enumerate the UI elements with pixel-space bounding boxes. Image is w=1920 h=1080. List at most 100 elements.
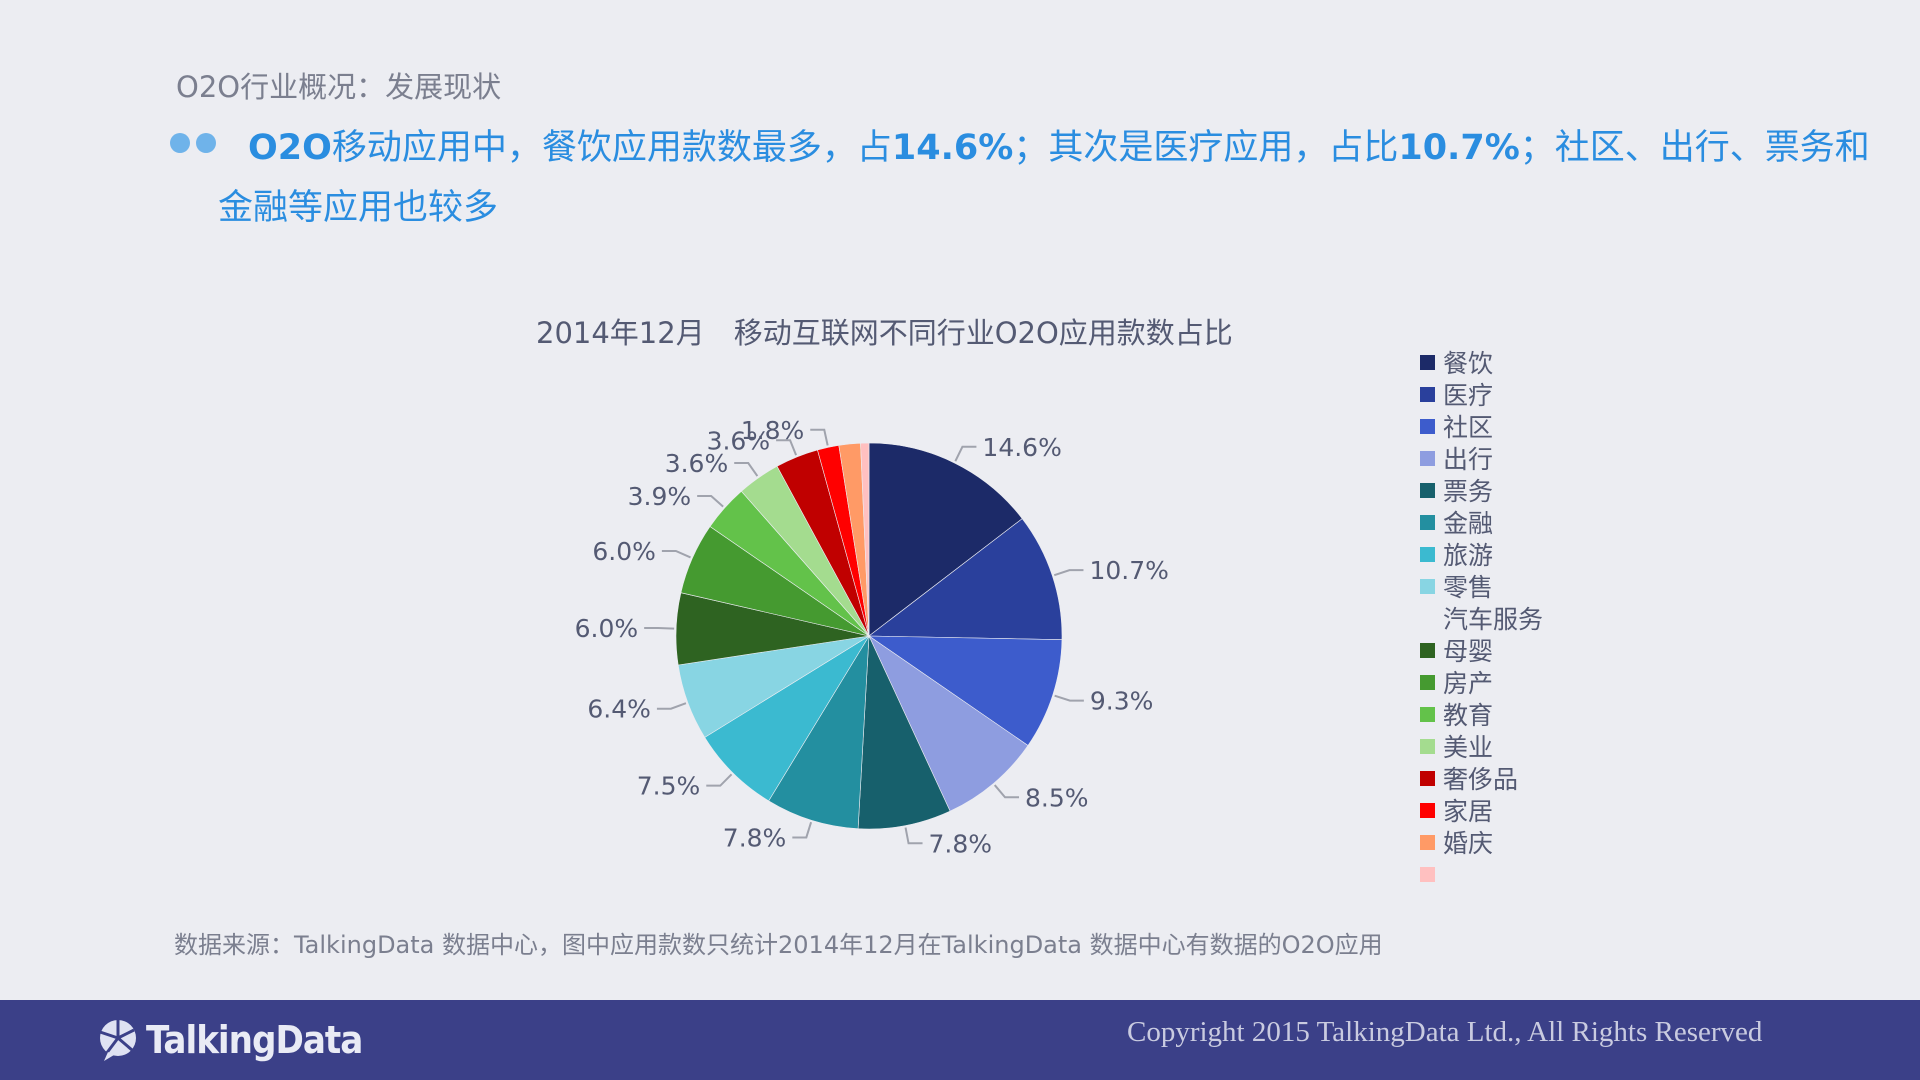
legend-swatch (1420, 674, 1435, 690)
legend-item: 社区 (1420, 410, 1543, 442)
data-label: 3.6% (665, 449, 729, 478)
legend-item: 出行 (1420, 442, 1543, 474)
legend-label: 社区 (1443, 413, 1494, 442)
data-source-note: 数据来源：TalkingData 数据中心，图中应用款数只统计2014年12月在… (174, 931, 1383, 959)
pie-slice (868, 635, 1063, 746)
headline-o2o: O2O (248, 128, 332, 168)
logo-text: TalkingData (146, 1018, 363, 1062)
data-label: 10.7% (1089, 556, 1168, 585)
data-label: 8.5% (1025, 783, 1089, 812)
legend-label: 母婴 (1443, 637, 1494, 666)
legend-swatch (1420, 482, 1435, 498)
legend-label: 旅游 (1443, 541, 1494, 570)
headline-text: ；其次是医疗应用，占比 (1013, 128, 1399, 168)
data-label: 7.5% (637, 772, 701, 801)
legend-swatch (1420, 386, 1435, 402)
leader-line (656, 702, 687, 710)
legend-swatch (1420, 738, 1435, 754)
leader-line (904, 827, 923, 845)
legend-swatch (1420, 578, 1435, 594)
pie-chart: 14.6% 10.7% 9.3% 8.5% 7.8% 7.8% 7.5% 6.4% 6.0% 6.… (575, 416, 1169, 858)
legend-swatch (1420, 546, 1435, 562)
leader-line (1053, 569, 1084, 577)
leader-line (697, 494, 724, 508)
data-label: 3.9% (628, 482, 692, 511)
legend-swatch (1420, 706, 1435, 722)
legend-item: 汽车服务 (1420, 602, 1543, 634)
legend-item: 餐饮 (1420, 346, 1543, 378)
legend-label: 美业 (1443, 733, 1494, 762)
legend-swatch (1420, 834, 1435, 850)
legend-swatch (1420, 354, 1435, 370)
legend-label: 家居 (1443, 797, 1494, 826)
legend-swatch (1420, 611, 1435, 626)
pie-slice (868, 442, 1023, 637)
data-label: 7.8% (929, 829, 993, 858)
legend-swatch (1420, 770, 1435, 786)
data-label: 9.3% (1090, 687, 1154, 716)
legend-item: 旅游 (1420, 538, 1543, 570)
leader-line (661, 549, 691, 559)
legend-label: 医疗 (1443, 381, 1494, 410)
legend-label: 教育 (1443, 701, 1494, 730)
leader-line (706, 773, 733, 787)
pie-slice (857, 635, 951, 830)
leader-line (954, 445, 977, 462)
headline: O2O移动应用中，餐饮应用款数最多，占14.6%；其次是医疗应用，占比10.7%… (188, 118, 1898, 238)
leader-line (993, 784, 1020, 799)
pie-slice (868, 635, 1029, 812)
legend-item: 金融 (1420, 506, 1543, 538)
legend-item (1420, 858, 1543, 890)
leader-line (776, 439, 798, 456)
pie-slice (768, 635, 870, 830)
leader-line (644, 627, 675, 630)
leader-line (810, 428, 829, 446)
legend-label: 奢侈品 (1443, 765, 1519, 794)
legend-label: 票务 (1443, 477, 1494, 506)
leader-line (1054, 694, 1084, 702)
headline-pct-2: 10.7% (1398, 128, 1520, 168)
legend-item: 婚庆 (1420, 826, 1543, 858)
copyright: Copyright 2015 TalkingData Ltd., All Rig… (1127, 1016, 1763, 1048)
leader-line (792, 821, 813, 839)
data-label: 6.0% (592, 537, 656, 566)
chart-title: 2014年12月 移动互联网不同行业O2O应用款数占比 (536, 316, 1233, 350)
legend-swatch (1420, 802, 1435, 818)
legend-label: 出行 (1443, 445, 1494, 474)
legend-swatch (1420, 418, 1435, 434)
legend-label: 房产 (1443, 669, 1494, 698)
legend-item: 票务 (1420, 474, 1543, 506)
headline-pct-1: 14.6% (891, 128, 1014, 168)
legend-swatch (1420, 866, 1435, 882)
legend-swatch (1420, 450, 1435, 466)
talkingdata-logo: TalkingData (96, 1018, 363, 1062)
legend-item: 母婴 (1420, 634, 1543, 666)
legend-swatch (1420, 514, 1435, 530)
data-label: 3.6% (707, 426, 771, 455)
data-label: 14.6% (982, 433, 1061, 462)
bullet-icon (170, 133, 216, 153)
legend-item: 美业 (1420, 730, 1543, 762)
legend-label: 餐饮 (1443, 349, 1494, 378)
legend-item: 奢侈品 (1420, 762, 1543, 794)
headline-text: ；社区、出行、票务和金融等应用也较多 (218, 128, 1870, 228)
footer-bar: TalkingData Copyright 2015 TalkingData L… (0, 1000, 1920, 1080)
legend-item: 家居 (1420, 794, 1543, 826)
logo-icon (99, 1020, 136, 1061)
legend-label: 金融 (1443, 509, 1494, 538)
data-label: 1.8% (741, 416, 805, 445)
data-label: 6.4% (587, 695, 651, 724)
legend-item: 医疗 (1420, 378, 1543, 410)
chart-legend: 餐饮医疗社区出行票务金融旅游零售 汽车服务母婴房产教育美业奢侈品家居婚庆 (1420, 346, 1543, 890)
data-label: 7.8% (723, 823, 787, 852)
legend-item: 零售 (1420, 570, 1543, 602)
legend-label: 婚庆 (1443, 829, 1494, 858)
data-label: 6.0% (575, 614, 639, 643)
pie-slice (868, 518, 1063, 640)
legend-item: 教育 (1420, 698, 1543, 730)
legend-label: 零售 (1443, 573, 1494, 602)
section-title: O2O行业概况：发展现状 (176, 70, 502, 104)
legend-swatch (1420, 642, 1435, 658)
headline-text: 移动应用中，餐饮应用款数最多，占 (331, 128, 892, 168)
pie-slice (860, 442, 870, 637)
